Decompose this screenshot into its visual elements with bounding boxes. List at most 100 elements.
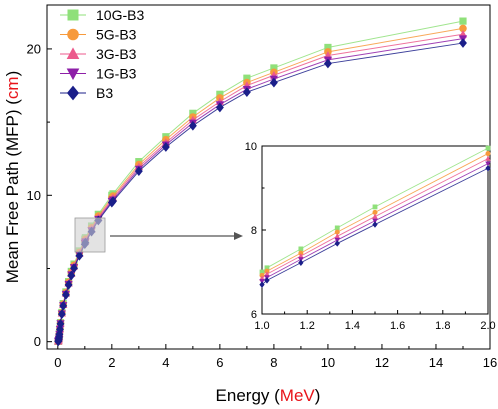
data-point bbox=[56, 318, 65, 329]
inset-x-tick-label: 2.0 bbox=[480, 320, 495, 332]
inset-series-10G-B3 bbox=[259, 145, 491, 275]
data-point bbox=[243, 74, 251, 82]
inset-data-point bbox=[334, 233, 341, 239]
main-axis-ticks: 0 2 4 6 8 10 12 14 16 0 10 20 bbox=[27, 41, 498, 370]
x-tick-label: 6 bbox=[216, 355, 223, 370]
data-point bbox=[188, 120, 197, 131]
data-point bbox=[459, 17, 467, 25]
legend-item-10G-B3: 10G-B3 bbox=[60, 7, 144, 23]
x-axis-label-close: ) bbox=[315, 386, 321, 405]
x-tick-label: 4 bbox=[162, 355, 169, 370]
main-series-layer bbox=[54, 17, 468, 347]
legend-swatch-marker bbox=[67, 28, 79, 41]
x-axis-label-unit: MeV bbox=[280, 386, 316, 405]
inset-x-tick-label: 1.2 bbox=[300, 320, 315, 332]
inset-data-point bbox=[372, 218, 378, 224]
inset-x-tick-label: 1.6 bbox=[390, 320, 405, 332]
data-point bbox=[242, 87, 251, 97]
inset-x-tick-label: 1.8 bbox=[435, 320, 450, 332]
legend-swatch-marker bbox=[67, 9, 79, 21]
x-tick-label: 8 bbox=[270, 355, 277, 370]
data-point bbox=[57, 309, 66, 320]
legend-swatch-marker bbox=[66, 85, 80, 101]
y-tick-label: 10 bbox=[27, 188, 41, 203]
inset-data-point bbox=[485, 165, 491, 172]
x-axis-label-text: Energy ( bbox=[216, 386, 281, 405]
inset-data-point bbox=[485, 145, 491, 151]
data-point bbox=[56, 324, 64, 335]
data-point bbox=[55, 329, 64, 340]
y-axis-label-unit: cm bbox=[3, 76, 22, 99]
data-point bbox=[70, 263, 78, 274]
inset-data-point bbox=[298, 253, 304, 259]
data-point bbox=[269, 77, 278, 88]
legend-item-B3: B3 bbox=[60, 85, 113, 101]
inset-data-point bbox=[372, 209, 378, 215]
inset-data-point bbox=[334, 229, 340, 235]
inset-data-point bbox=[264, 277, 270, 284]
x-tick-label: 12 bbox=[375, 355, 389, 370]
inset-data-point bbox=[298, 250, 304, 256]
data-point bbox=[64, 280, 73, 290]
inset-chart: 1.0 1.2 1.4 1.6 1.8 2.0 6 8 10 bbox=[245, 141, 496, 332]
inset-data-point bbox=[298, 246, 304, 252]
legend-swatch-marker bbox=[66, 47, 80, 59]
data-point bbox=[59, 300, 68, 311]
data-point bbox=[215, 102, 224, 113]
inset-data-point bbox=[264, 265, 270, 271]
data-point bbox=[270, 64, 278, 72]
legend-label: 1G-B3 bbox=[96, 66, 137, 82]
data-point bbox=[134, 166, 143, 177]
inset-data-point bbox=[372, 213, 378, 219]
inset-data-point bbox=[485, 161, 491, 167]
legend-label: 5G-B3 bbox=[96, 27, 137, 43]
y-tick-label: 0 bbox=[34, 334, 41, 349]
data-point bbox=[459, 38, 467, 48]
inset-data-point bbox=[334, 240, 340, 247]
inset-data-point bbox=[485, 151, 491, 157]
x-tick-label: 2 bbox=[108, 355, 115, 370]
inset-series-layer bbox=[259, 145, 491, 288]
inset-y-tick-label: 6 bbox=[251, 309, 257, 321]
data-point bbox=[161, 142, 170, 152]
inset-data-point bbox=[298, 259, 304, 266]
data-point bbox=[61, 289, 70, 300]
y-axis-label-close: ) bbox=[3, 71, 22, 77]
inset-data-point bbox=[264, 268, 270, 274]
inset-data-point bbox=[259, 281, 265, 288]
inset-series-B3 bbox=[259, 165, 491, 288]
inset-y-tick-label: 8 bbox=[251, 225, 257, 237]
x-axis-label: Energy (MeV) bbox=[216, 386, 321, 405]
y-axis-label-text: Mean Free Path (MFP) ( bbox=[3, 99, 22, 284]
inset-data-point bbox=[372, 204, 378, 210]
legend-swatch-marker bbox=[66, 68, 80, 81]
y-tick-label: 20 bbox=[27, 41, 41, 56]
data-point bbox=[323, 58, 332, 69]
data-point bbox=[324, 43, 332, 52]
inset-y-tick-label: 10 bbox=[245, 141, 257, 153]
data-point bbox=[459, 24, 467, 33]
legend-item-3G-B3: 3G-B3 bbox=[60, 46, 137, 62]
inset-data-point bbox=[485, 155, 491, 161]
data-point bbox=[75, 250, 84, 261]
inset-data-point bbox=[264, 271, 270, 277]
inset-plot-frame bbox=[261, 145, 489, 315]
legend-item-5G-B3: 5G-B3 bbox=[60, 27, 137, 43]
legend-label: B3 bbox=[96, 85, 113, 101]
y-axis-label: Mean Free Path (MFP) (cm) bbox=[3, 71, 22, 284]
data-point bbox=[109, 196, 117, 207]
legend-item-1G-B3: 1G-B3 bbox=[60, 66, 137, 82]
x-tick-label: 16 bbox=[483, 355, 497, 370]
legend: 10G-B3 5G-B3 3G-B3 1G-B3 B3 bbox=[60, 7, 144, 101]
inset-data-point bbox=[372, 221, 378, 228]
inset-x-tick-label: 1.4 bbox=[345, 320, 360, 332]
legend-label: 3G-B3 bbox=[96, 46, 137, 62]
x-tick-label: 10 bbox=[321, 355, 335, 370]
inset-data-point bbox=[259, 272, 265, 278]
inset-data-point bbox=[259, 269, 265, 275]
data-point bbox=[67, 270, 76, 281]
legend-label: 10G-B3 bbox=[96, 7, 144, 23]
zoom-region-box bbox=[74, 217, 106, 253]
inset-data-point bbox=[334, 225, 340, 231]
